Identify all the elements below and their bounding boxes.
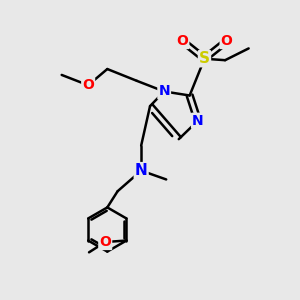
Text: O: O bbox=[82, 78, 94, 92]
Text: O: O bbox=[99, 235, 111, 249]
Text: N: N bbox=[158, 85, 170, 98]
Text: S: S bbox=[199, 51, 210, 66]
Text: O: O bbox=[176, 34, 188, 48]
Text: N: N bbox=[192, 114, 204, 128]
Text: N: N bbox=[135, 163, 148, 178]
Text: O: O bbox=[220, 34, 232, 48]
